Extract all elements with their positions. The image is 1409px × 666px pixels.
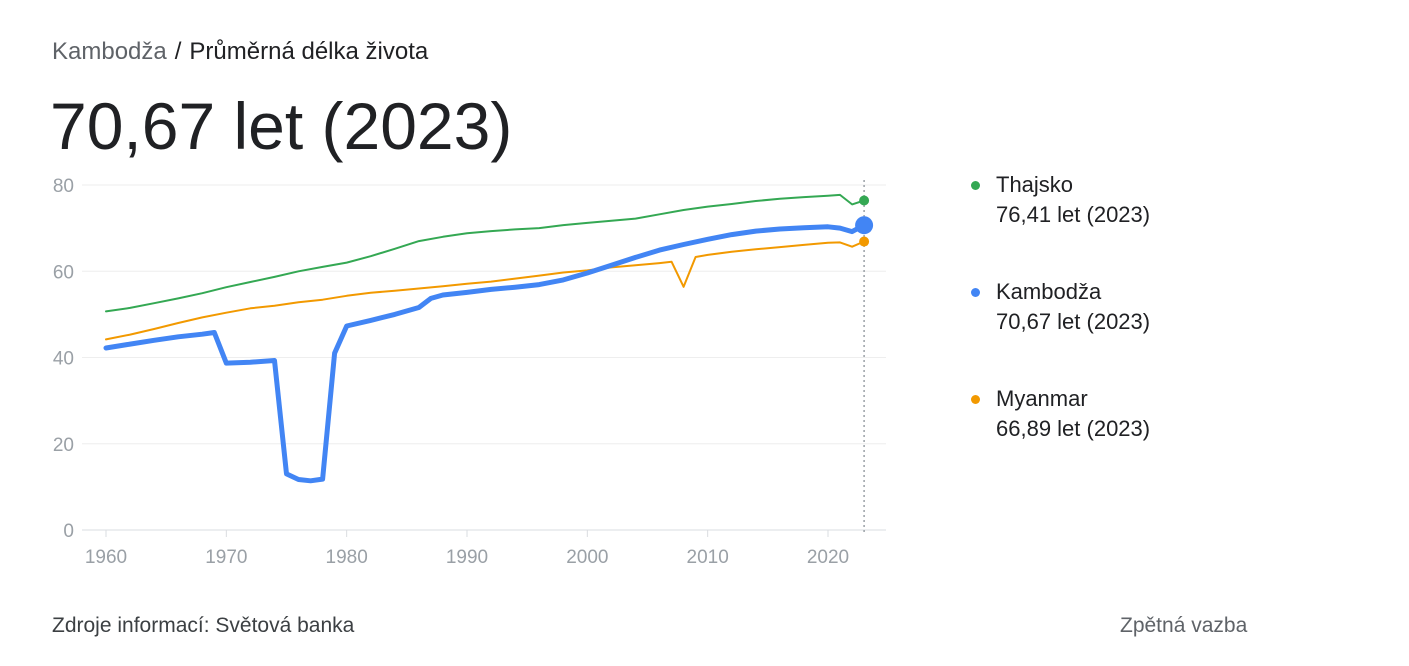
series-end-point: [859, 195, 870, 206]
legend-value: 66,89 let (2023): [996, 416, 1151, 441]
x-tick-label: 2000: [566, 547, 608, 568]
legend-value: 76,41 let (2023): [996, 202, 1151, 227]
y-tick-label: 20: [53, 435, 74, 456]
breadcrumb-metric: Průměrná délka života: [189, 38, 429, 65]
x-tick-label: 1970: [205, 547, 247, 568]
y-tick-label: 0: [63, 521, 74, 542]
legend-item-kambodza[interactable]: Kambodža 70,67 let (2023): [968, 277, 1228, 384]
breadcrumb: Kambodža / Průměrná délka života: [52, 36, 428, 68]
series-line: [105, 193, 866, 313]
series-end-point: [855, 216, 874, 235]
life-expectancy-chart[interactable]: 0 20 40 60 80 1960 1970 1980 1990 2000 2010 2020: [0, 160, 900, 570]
breadcrumb-separator: /: [174, 38, 182, 65]
x-tick-label: 2010: [687, 547, 729, 568]
legend-value: 70,67 let (2023): [996, 309, 1151, 334]
legend-item-myanmar[interactable]: Myanmar 66,89 let (2023): [968, 384, 1228, 491]
x-tick-label: 2020: [807, 547, 849, 568]
legend-name: Myanmar: [996, 386, 1088, 411]
legend-dot-kambodza: [971, 288, 980, 297]
series-line: [105, 240, 866, 341]
x-tick-label: 1990: [446, 547, 488, 568]
legend: Thajsko 76,41 let (2023) Kambodža 70,67 …: [968, 170, 1228, 491]
feedback-link[interactable]: Zpětná vazba: [1120, 614, 1248, 637]
series-end-point: [859, 236, 870, 247]
y-tick-label: 80: [53, 176, 74, 197]
source-attribution: Zdroje informací: Světová banka: [52, 614, 355, 637]
legend-name: Thajsko: [996, 172, 1074, 197]
legend-name: Kambodža: [996, 279, 1102, 304]
series-line: [103, 222, 867, 484]
y-tick-label: 60: [53, 262, 74, 283]
legend-dot-thajsko: [971, 181, 980, 190]
breadcrumb-country[interactable]: Kambodža: [52, 38, 167, 65]
x-tick-label: 1960: [85, 547, 127, 568]
legend-item-thajsko[interactable]: Thajsko 76,41 let (2023): [968, 170, 1228, 277]
x-tick-label: 1980: [326, 547, 368, 568]
y-tick-label: 40: [53, 349, 74, 370]
legend-dot-myanmar: [971, 395, 980, 404]
headline-value: 70,67 let (2023): [50, 89, 513, 163]
